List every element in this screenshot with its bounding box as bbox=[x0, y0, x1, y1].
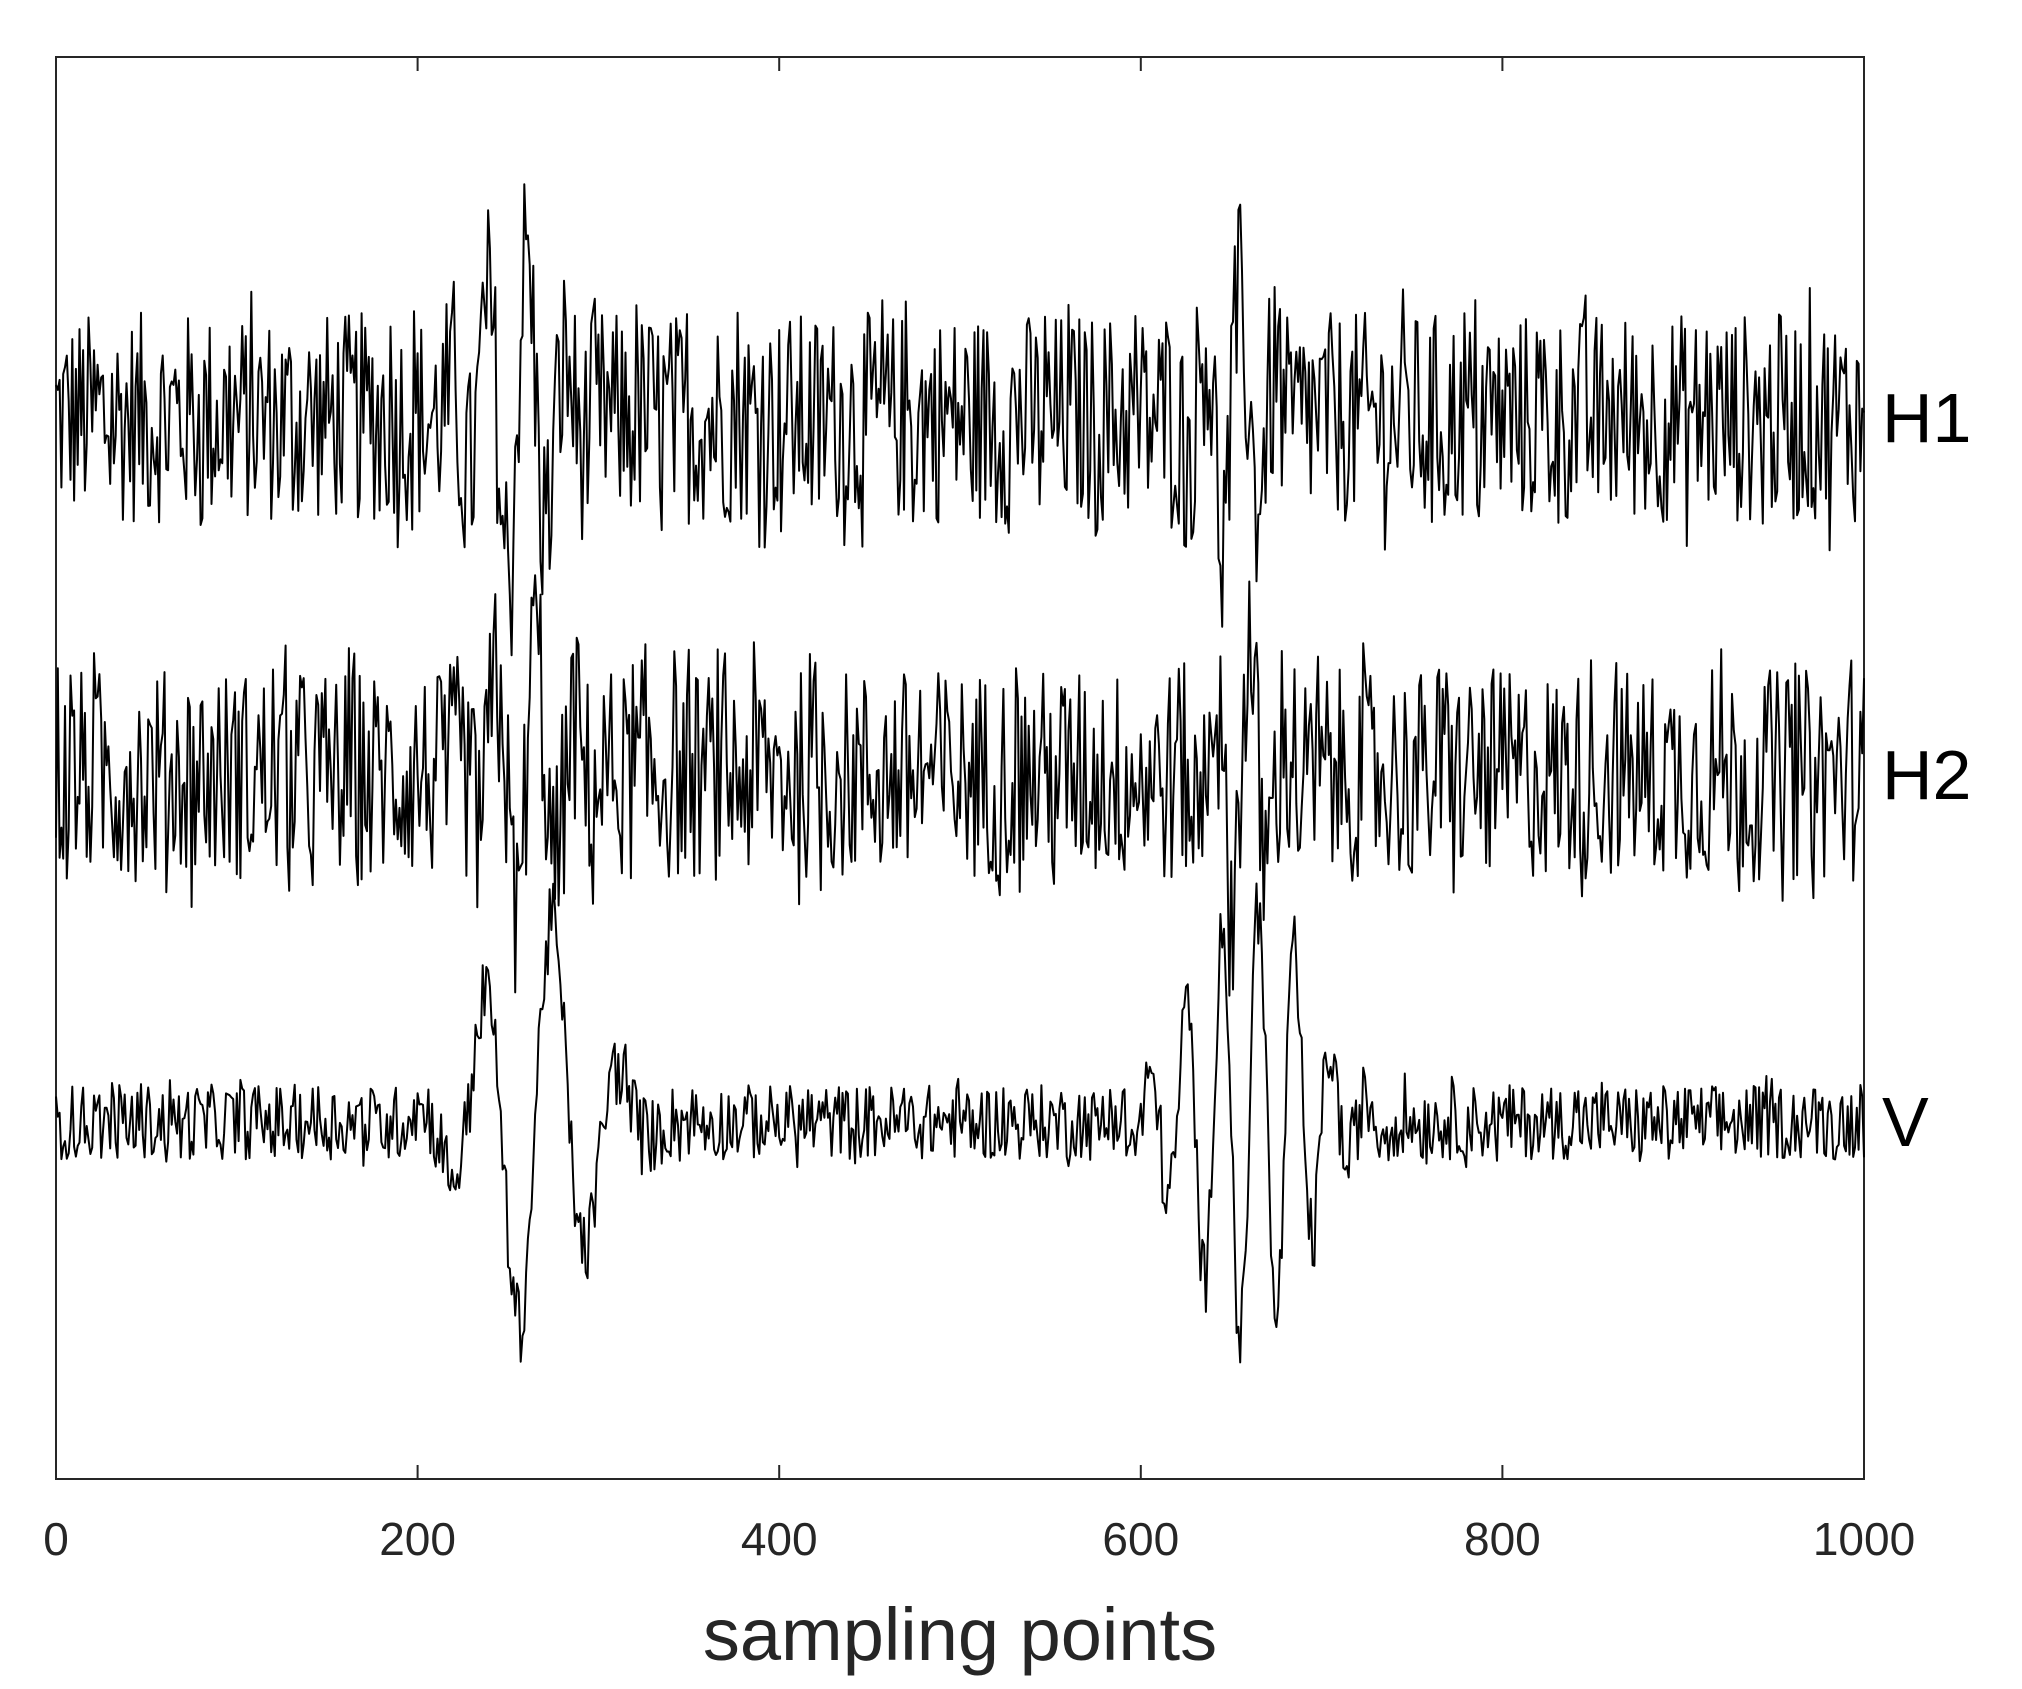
trace-label-h2: H2 bbox=[1882, 736, 1971, 814]
x-ticks bbox=[55, 57, 1865, 1479]
x-tick-labels: 0 200 400 600 800 1000 bbox=[43, 1513, 1915, 1565]
x-tick-label-0: 0 bbox=[43, 1513, 69, 1565]
traces bbox=[55, 183, 1865, 1364]
x-axis-label: sampling points bbox=[703, 1593, 1217, 1676]
trace-h1 bbox=[55, 183, 1865, 657]
trace-label-v: V bbox=[1882, 1083, 1929, 1161]
x-tick-label-600: 600 bbox=[1102, 1513, 1179, 1565]
x-tick-label-800: 800 bbox=[1464, 1513, 1541, 1565]
trace-v bbox=[55, 882, 1865, 1364]
trace-labels: H1 H2 V bbox=[1882, 379, 1971, 1161]
trace-h2 bbox=[55, 574, 1865, 997]
trace-label-h1: H1 bbox=[1882, 379, 1971, 457]
x-tick-label-400: 400 bbox=[741, 1513, 818, 1565]
x-tick-label-1000: 1000 bbox=[1813, 1513, 1915, 1565]
x-tick-label-200: 200 bbox=[379, 1513, 456, 1565]
